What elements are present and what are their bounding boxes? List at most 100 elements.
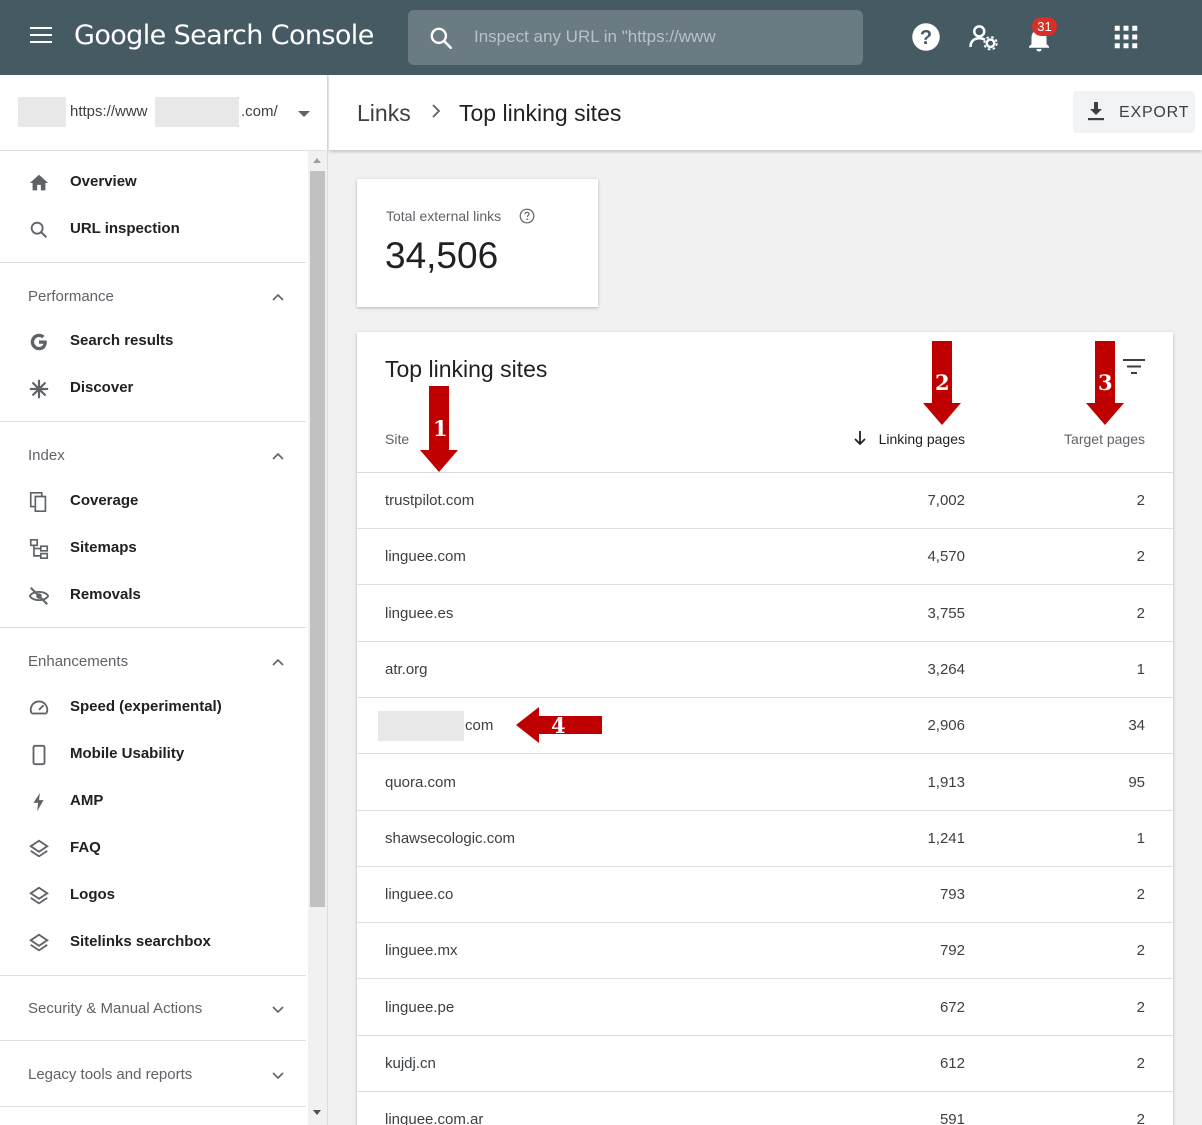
scroll-down-arrow-icon[interactable] <box>313 1110 321 1115</box>
table-title: Top linking sites <box>385 356 548 382</box>
cell-target-pages: 34 <box>1128 717 1145 735</box>
section-index[interactable]: Index <box>0 435 306 475</box>
cell-linking-pages: 591 <box>939 1111 965 1125</box>
sidebar-item-speed[interactable]: Speed (experimental) <box>0 685 306 731</box>
cell-linking-pages: 7,002 <box>927 492 965 509</box>
speedometer-icon <box>29 700 49 715</box>
sidebar-item-label: Overview <box>70 173 137 190</box>
layers-icon <box>29 839 49 858</box>
help-outline-icon[interactable] <box>519 208 535 224</box>
sidebar-item-removals[interactable]: Removals <box>0 573 306 619</box>
table-row[interactable]: linguee.co 793 2 <box>357 867 1173 924</box>
layers-icon <box>29 933 49 952</box>
section-title: Enhancements <box>28 653 129 670</box>
cell-target-pages: 2 <box>1136 886 1145 904</box>
table-row[interactable]: atr.org 3,264 1 <box>357 642 1173 698</box>
table-row[interactable]: shawsecologic.com 1,241 1 <box>357 811 1173 867</box>
export-label: EXPORT <box>1119 104 1190 121</box>
sidebar-item-discover[interactable]: Discover <box>0 366 306 412</box>
annotation-arrow-4 <box>516 707 602 743</box>
total-value: 34,506 <box>385 235 499 276</box>
cell-site: com <box>465 717 494 735</box>
sidebar-item-logos[interactable]: Logos <box>0 873 306 919</box>
divider <box>0 1106 306 1107</box>
sidebar-item-sitelinks-searchbox[interactable]: Sitelinks searchbox <box>0 920 306 966</box>
eye-off-icon <box>28 587 50 605</box>
menu-icon[interactable] <box>30 27 52 45</box>
phone-icon <box>32 744 46 766</box>
notification-count-badge: 31 <box>1032 17 1057 36</box>
section-performance[interactable]: Performance <box>0 276 306 316</box>
table-row[interactable]: quora.com 1,913 95 <box>357 755 1173 811</box>
annotation-arrow-3 <box>1086 341 1124 425</box>
sidebar-item-url-inspection[interactable]: URL inspection <box>0 207 306 253</box>
cell-target-pages: 2 <box>1136 998 1145 1016</box>
app-title[interactable]: Google Search Console <box>74 20 374 51</box>
cell-site: shawsecologic.com <box>385 829 516 847</box>
cell-site: trustpilot.com <box>385 492 475 509</box>
cell-site: atr.org <box>385 660 428 678</box>
arrow-down-icon[interactable] <box>853 430 867 446</box>
dropdown-caret-icon[interactable] <box>298 111 310 117</box>
sidebar-item-label: Mobile Usability <box>70 745 185 762</box>
cell-linking-pages: 4,570 <box>927 548 965 566</box>
asterisk-icon <box>29 379 49 399</box>
scrollbar-thumb[interactable] <box>310 171 325 907</box>
sidebar-item-faq[interactable]: FAQ <box>0 826 306 872</box>
cell-linking-pages: 792 <box>939 942 965 960</box>
chevron-up-icon <box>272 658 284 666</box>
apps-grid-icon[interactable] <box>1111 22 1141 52</box>
url-inspection-search[interactable] <box>408 10 863 65</box>
table-row[interactable]: com 2,906 34 <box>357 698 1173 755</box>
table-row[interactable]: linguee.pe 672 2 <box>357 980 1173 1036</box>
sidebar-item-sitemaps[interactable]: Sitemaps <box>0 526 306 572</box>
sidebar-item-label: Sitelinks searchbox <box>70 933 211 950</box>
column-header-linking-pages[interactable]: Linking pages <box>878 431 965 447</box>
cell-linking-pages: 612 <box>939 1055 965 1072</box>
sidebar-item-label: Logos <box>70 886 115 903</box>
top-app-bar: Google Search Console ? 31 <box>0 0 1202 75</box>
sidebar-item-amp[interactable]: AMP <box>0 779 306 825</box>
page-title: Top linking sites <box>459 100 622 126</box>
table-row[interactable]: linguee.mx 792 2 <box>357 923 1173 980</box>
cell-target-pages: 2 <box>1136 604 1145 622</box>
property-url-suffix: .com/ <box>241 103 278 120</box>
chevron-down-icon <box>272 1006 284 1014</box>
export-button[interactable]: EXPORT <box>1073 91 1195 133</box>
annotation-arrow-1 <box>420 386 458 472</box>
cell-target-pages: 2 <box>1136 492 1145 509</box>
table-row[interactable]: linguee.com.ar 591 2 <box>357 1092 1173 1125</box>
cell-site: linguee.com <box>385 548 466 566</box>
redacted-block <box>155 97 239 127</box>
scroll-up-arrow-icon[interactable] <box>313 158 321 163</box>
sidebar-item-search-results[interactable]: Search results <box>0 319 306 365</box>
sidebar-item-coverage[interactable]: Coverage <box>0 479 306 525</box>
section-security-manual-actions[interactable]: Security & Manual Actions <box>0 988 306 1028</box>
column-header-site[interactable]: Site <box>385 431 410 447</box>
section-enhancements[interactable]: Enhancements <box>0 641 306 681</box>
table-row[interactable]: trustpilot.com 7,002 2 <box>357 473 1173 529</box>
cell-target-pages: 95 <box>1128 773 1145 791</box>
cell-target-pages: 2 <box>1136 1055 1145 1072</box>
home-icon <box>29 174 49 191</box>
table-row[interactable]: kujdj.cn 612 2 <box>357 1036 1173 1092</box>
property-selector[interactable]: https://www .com/ <box>0 75 326 151</box>
column-header-target-pages[interactable]: Target pages <box>1064 431 1145 447</box>
help-icon[interactable]: ? <box>911 22 941 52</box>
section-legacy-tools[interactable]: Legacy tools and reports <box>0 1054 306 1094</box>
account-settings-icon[interactable] <box>968 22 998 52</box>
cell-linking-pages: 672 <box>939 998 965 1016</box>
cell-site: linguee.mx <box>385 942 458 960</box>
cell-site: quora.com <box>385 773 456 791</box>
search-input[interactable] <box>474 23 844 51</box>
table-row[interactable]: linguee.es 3,755 2 <box>357 586 1173 642</box>
filter-icon[interactable] <box>1121 356 1147 378</box>
breadcrumb-links[interactable]: Links <box>357 100 411 126</box>
table-row[interactable]: linguee.com 4,570 2 <box>357 529 1173 586</box>
sidebar-item-mobile-usability[interactable]: Mobile Usability <box>0 732 306 778</box>
annotation-label-4: 4 <box>551 713 566 738</box>
sidebar-item-overview[interactable]: Overview <box>0 160 306 206</box>
sidebar-item-label: Sitemaps <box>70 539 137 556</box>
page-header: Links Top linking sites EXPORT <box>329 75 1202 150</box>
chevron-down-icon <box>272 1072 284 1080</box>
